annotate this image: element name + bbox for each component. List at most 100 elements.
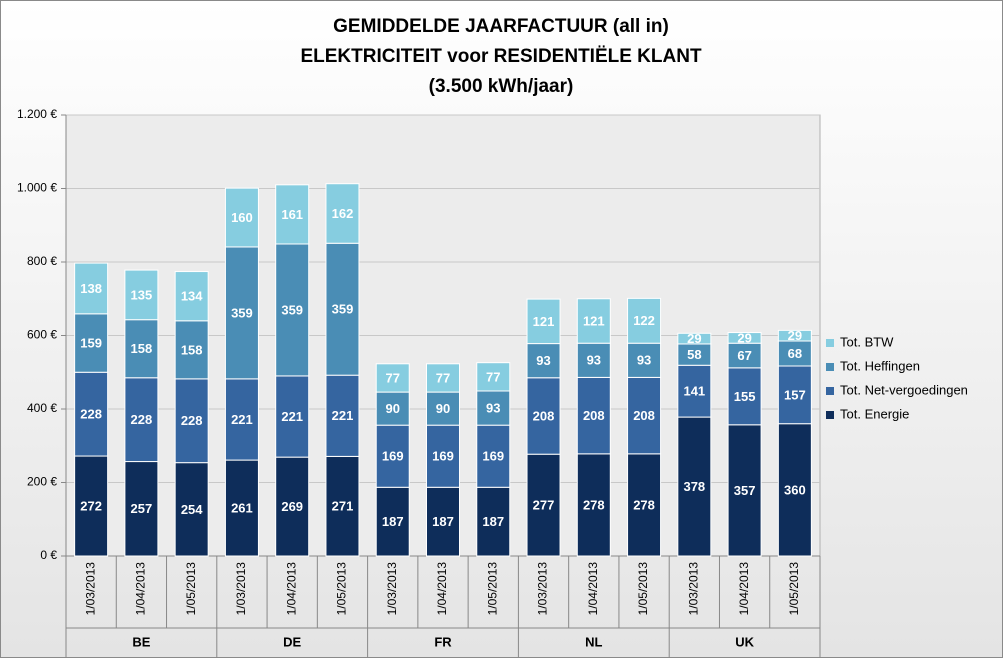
data-label: 157 (784, 387, 806, 402)
data-label: 359 (281, 302, 303, 317)
x-tick-label: 1/03/2013 (385, 562, 399, 616)
data-label: 77 (436, 370, 450, 385)
bar-segment (777, 329, 812, 342)
group-label: FR (434, 634, 452, 649)
data-label: 29 (687, 331, 701, 346)
data-label: 359 (231, 305, 253, 320)
data-label: 359 (332, 302, 354, 317)
data-label: 169 (482, 449, 504, 464)
bar-segment (476, 424, 511, 488)
data-label: 93 (536, 353, 550, 368)
data-label: 221 (231, 412, 253, 427)
data-label: 90 (436, 401, 450, 416)
bar-segment (124, 269, 159, 321)
chart-title: GEMIDDELDE JAARFACTUUR (all in) (333, 16, 669, 37)
data-label: 161 (281, 207, 303, 222)
bar-segment (74, 313, 109, 373)
data-label: 269 (281, 499, 303, 514)
bar-segment (526, 298, 561, 345)
bar-segment (375, 391, 410, 426)
data-label: 90 (385, 401, 399, 416)
data-label: 169 (432, 449, 454, 464)
bar-segment (627, 342, 662, 378)
bar-segment (727, 342, 762, 369)
data-label: 228 (181, 413, 203, 428)
legend-swatch (826, 363, 834, 371)
data-label: 160 (231, 210, 253, 225)
bar-segment (727, 332, 762, 344)
data-label: 221 (332, 408, 354, 423)
y-tick-label: 0 € (40, 548, 57, 562)
x-tick-label: 1/03/2013 (687, 562, 701, 616)
bar-segment (627, 297, 662, 344)
bar-segment (375, 424, 410, 488)
x-tick-label: 1/04/2013 (134, 562, 148, 616)
data-label: 221 (281, 409, 303, 424)
data-label: 158 (131, 341, 153, 356)
data-label: 228 (80, 407, 102, 422)
bar-segment (526, 377, 561, 455)
data-label: 278 (583, 497, 605, 512)
bar-segment (224, 187, 259, 248)
data-label: 121 (533, 314, 555, 329)
data-label: 271 (332, 499, 354, 514)
x-tick-label: 1/04/2013 (586, 562, 600, 616)
x-tick-label: 1/04/2013 (435, 562, 449, 616)
data-label: 67 (737, 348, 751, 363)
legend-swatch (826, 339, 834, 347)
x-tick-label: 1/04/2013 (737, 562, 751, 616)
bar-segment (174, 378, 209, 464)
data-label: 187 (482, 514, 504, 529)
x-tick-label: 1/03/2013 (536, 562, 550, 616)
data-label: 208 (583, 408, 605, 423)
legend-swatch (826, 387, 834, 395)
bar-segment (325, 183, 360, 244)
bar-segment (224, 378, 259, 461)
y-tick-label: 1.200 € (17, 107, 57, 121)
bar-segment (777, 340, 812, 367)
data-label: 93 (637, 353, 651, 368)
data-label: 58 (687, 347, 701, 362)
x-tick-label: 1/05/2013 (485, 562, 499, 616)
bar-segment (174, 320, 209, 380)
bar-segment (526, 453, 561, 557)
data-label: 158 (181, 342, 203, 357)
bar-segment (627, 453, 662, 557)
data-label: 378 (683, 479, 705, 494)
bar-segment (476, 486, 511, 557)
data-label: 187 (382, 514, 404, 529)
x-tick-label: 1/05/2013 (184, 562, 198, 616)
chart-title: ELEKTRICITEIT voor RESIDENTIËLE KLANT (300, 46, 702, 67)
bar-segment (777, 365, 812, 425)
bar-segment (275, 184, 310, 245)
bar-segment (426, 424, 460, 488)
group-label: NL (585, 634, 602, 649)
data-label: 277 (533, 498, 555, 513)
y-tick-label: 1.000 € (17, 181, 57, 195)
y-tick-label: 800 € (27, 254, 57, 268)
bar-segment (174, 271, 209, 322)
bar-segment (124, 377, 159, 463)
bar-segment (677, 332, 712, 345)
bar-segment (325, 455, 360, 557)
bar-segment (74, 262, 109, 315)
x-tick-label: 1/04/2013 (284, 562, 298, 616)
data-label: 254 (181, 502, 203, 517)
bar-segment (576, 453, 611, 557)
bar-segment (727, 367, 762, 426)
y-tick-label: 200 € (27, 475, 57, 489)
data-label: 135 (131, 287, 153, 302)
bar-segment (576, 342, 611, 378)
data-label: 272 (80, 498, 102, 513)
data-label: 77 (385, 370, 399, 385)
legend-swatch (826, 411, 834, 419)
bar-segment (275, 456, 310, 557)
bar-segment (224, 459, 259, 557)
data-label: 278 (633, 497, 655, 512)
data-label: 228 (131, 412, 153, 427)
data-label: 29 (737, 330, 751, 345)
data-label: 93 (587, 353, 601, 368)
x-tick-label: 1/05/2013 (335, 562, 349, 616)
data-label: 122 (633, 313, 655, 328)
